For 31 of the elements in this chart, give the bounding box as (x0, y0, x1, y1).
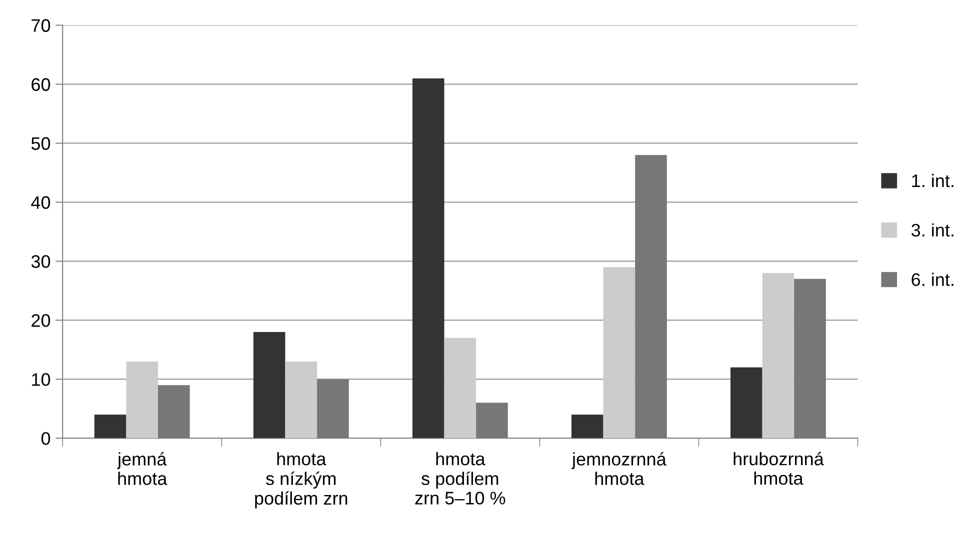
y-tick-label: 40 (31, 196, 50, 209)
y-tick-label: 10 (32, 373, 50, 386)
bar (317, 379, 349, 438)
x-tick-label: hmota s podílem zrn 5–10 % (415, 452, 506, 504)
y-tick-label: 70 (32, 19, 50, 32)
bar (571, 414, 604, 438)
y-tick-label: 0 (41, 432, 50, 445)
y-tick-label: 60 (32, 78, 50, 91)
bar (762, 273, 794, 438)
bar (476, 402, 508, 438)
bar (730, 367, 762, 438)
x-tick-label: jemná hmota (117, 452, 168, 486)
y-tick-label: 30 (31, 255, 50, 268)
legend-label: 3. int. (911, 223, 954, 237)
bar (253, 332, 286, 438)
y-tick-label: 50 (31, 137, 50, 150)
bar (126, 362, 158, 438)
y-tick-label: 20 (32, 314, 50, 327)
bar (158, 385, 190, 438)
bar (285, 362, 318, 438)
bar (444, 338, 476, 438)
bar (412, 78, 444, 438)
bar (635, 155, 667, 438)
bar (94, 414, 126, 438)
x-tick-label: hrubozrnná hmota (734, 452, 824, 485)
x-tick-label: jemnozrnná hmota (572, 452, 666, 486)
bar (794, 278, 826, 438)
legend-label: 1. int. (912, 174, 954, 188)
bar (603, 267, 636, 438)
x-tick-label: hmota s nízkým podílem zrn (255, 452, 348, 508)
legend-label: 6. int. (912, 272, 954, 286)
